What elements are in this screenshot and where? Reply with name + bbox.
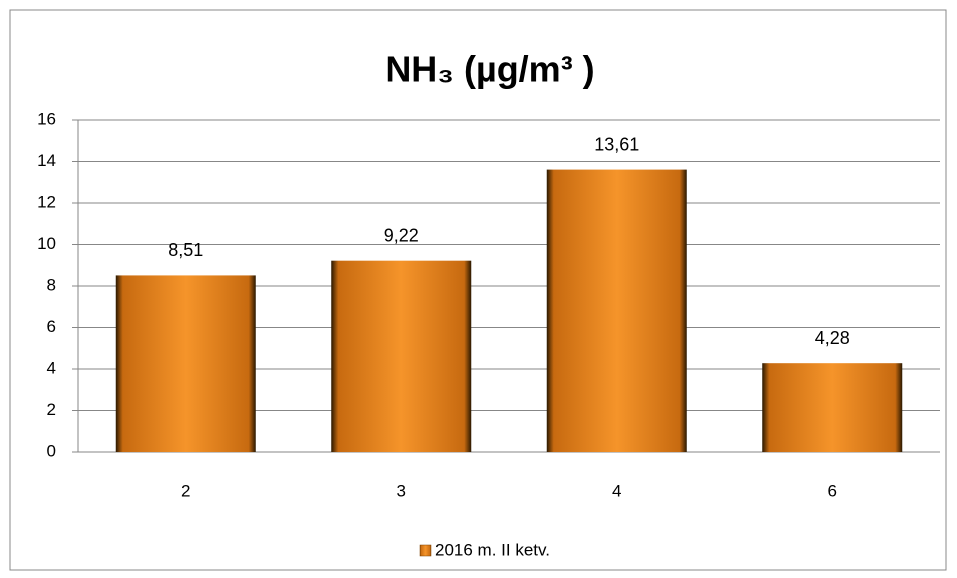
chart-title: NH₃ (µg/m³ ) (385, 49, 594, 90)
y-tick-label: 8 (47, 275, 56, 294)
y-tick-label: 10 (37, 234, 56, 253)
legend-marker (419, 544, 432, 557)
x-tick-label: 6 (828, 481, 837, 500)
x-tick-label: 4 (612, 481, 621, 500)
data-label: 9,22 (384, 225, 419, 245)
y-tick-label: 14 (37, 151, 56, 170)
y-tick-label: 2 (47, 400, 56, 419)
bar (546, 169, 687, 452)
y-tick-label: 6 (47, 317, 56, 336)
bar (115, 275, 256, 452)
y-tick-label: 0 (47, 441, 56, 460)
data-label: 8,51 (168, 240, 203, 260)
data-label: 13,61 (594, 134, 639, 154)
data-label: 4,28 (815, 328, 850, 348)
x-tick-label: 3 (397, 481, 406, 500)
bar (331, 260, 472, 452)
legend-label: 2016 m. II ketv. (435, 540, 550, 559)
y-tick-label: 12 (37, 192, 56, 211)
x-tick-label: 2 (181, 481, 190, 500)
y-tick-label: 16 (37, 109, 56, 128)
bar (762, 363, 903, 452)
y-tick-label: 4 (47, 358, 56, 377)
